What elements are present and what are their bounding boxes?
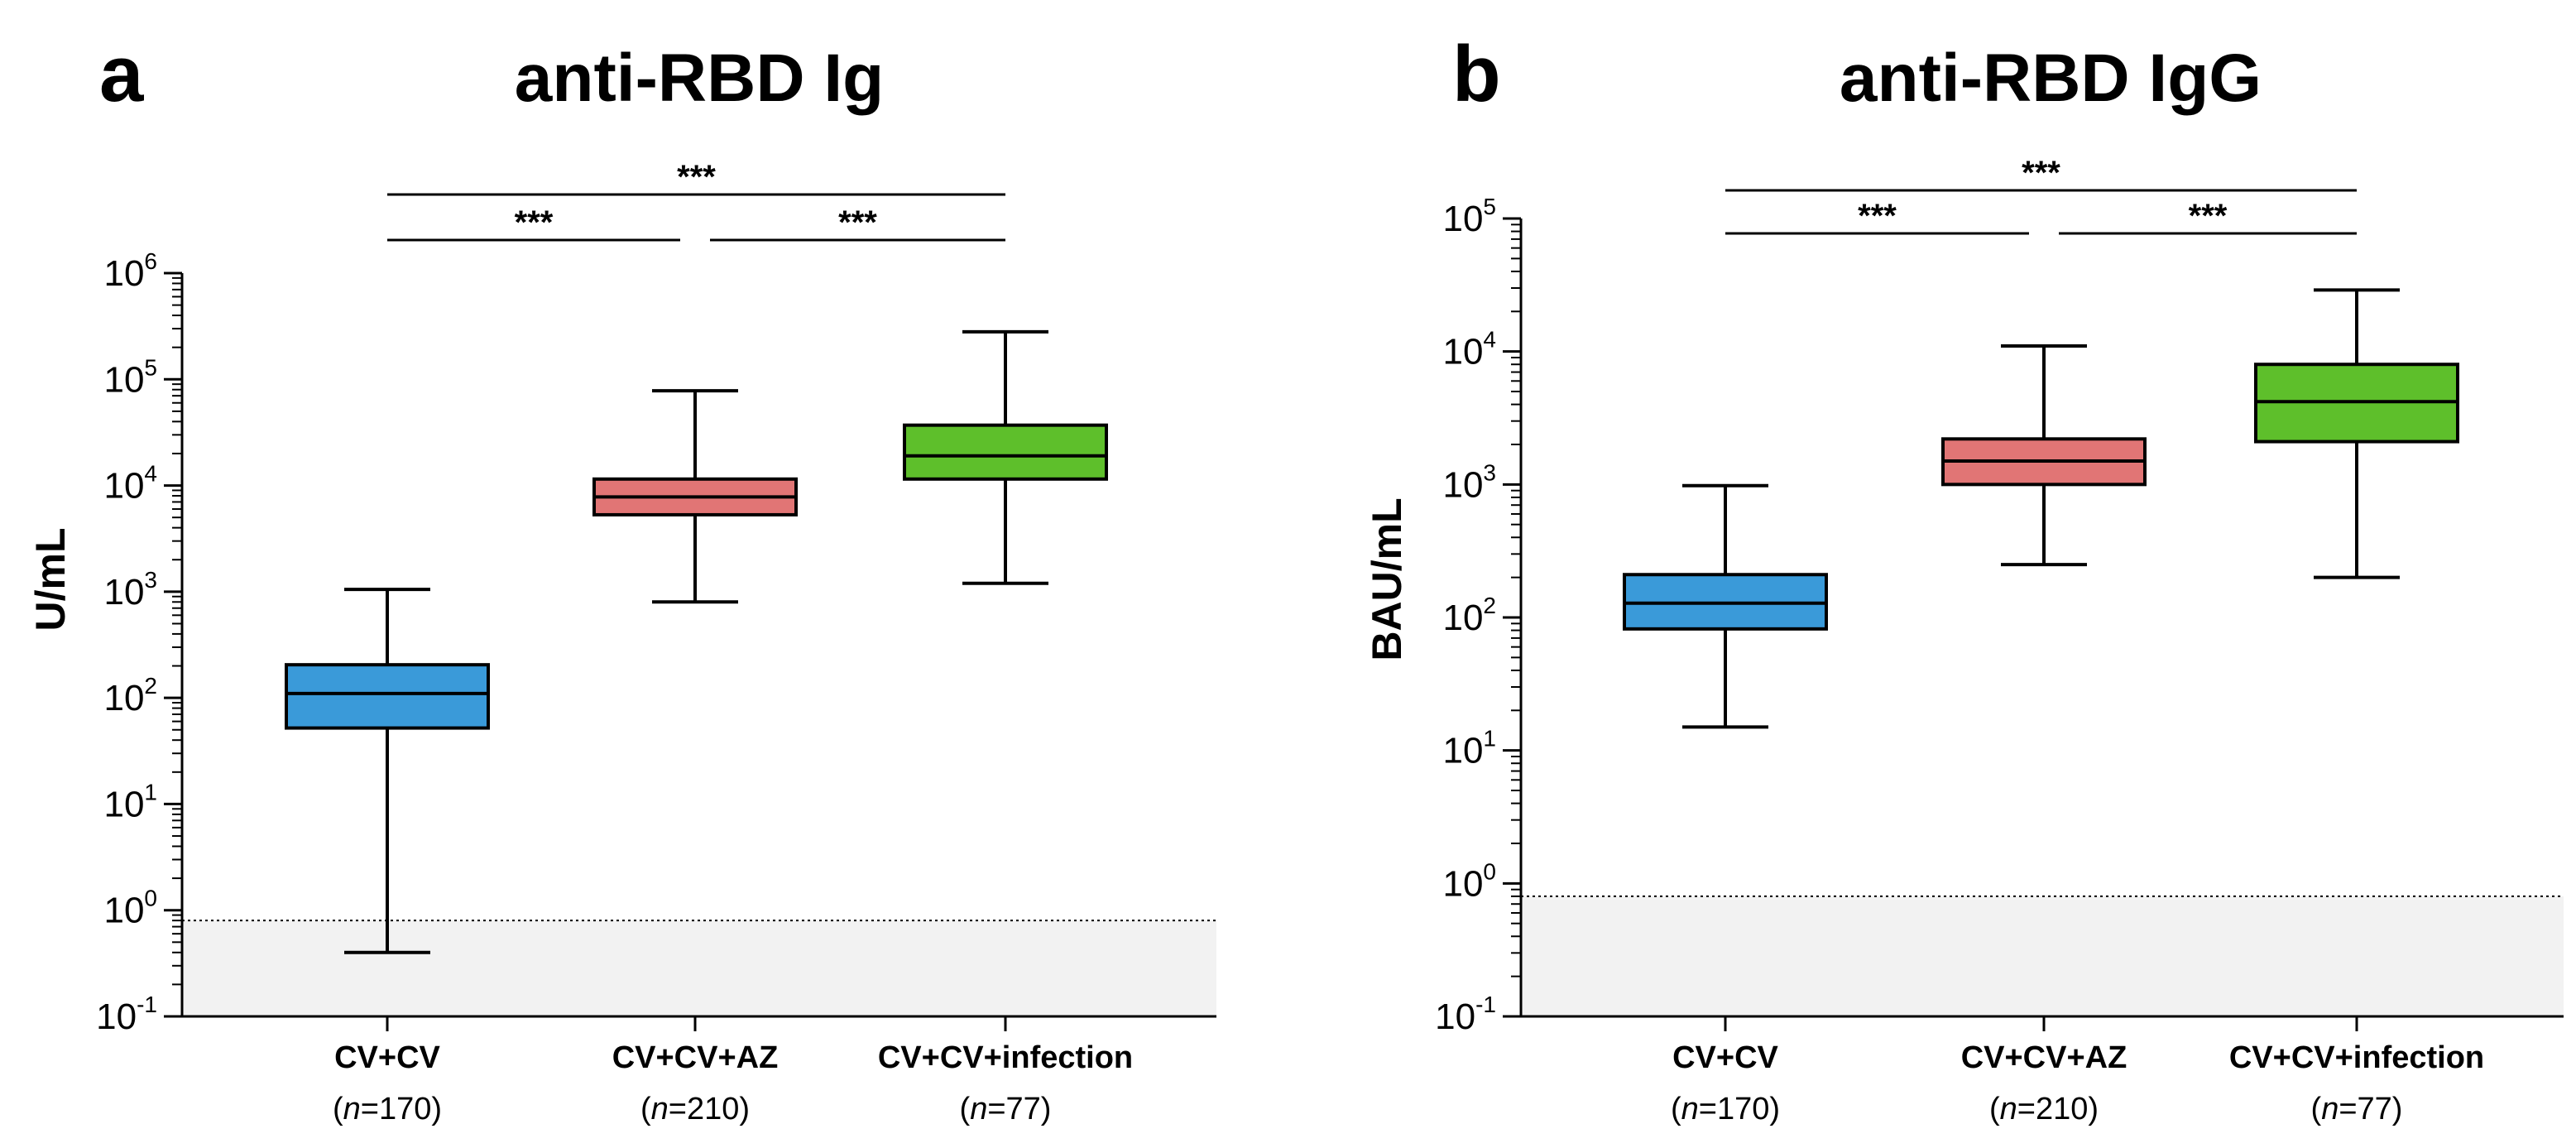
panel-b: b anti-RBD IgG BAU/mL 10-110010110210310… [1364, 30, 2564, 1126]
y-tick-label: 102 [1442, 593, 1496, 638]
significance-label-0: *** [515, 204, 554, 241]
y-tick-label: 105 [103, 354, 157, 400]
y-tick-label: 104 [103, 461, 157, 507]
chart-title-a: anti-RBD Ig [515, 41, 884, 116]
sample-size-label-1: (n=210) [1989, 1092, 2099, 1126]
sample-size-label-0: (n=170) [333, 1092, 442, 1126]
significance-label-2: *** [677, 159, 716, 195]
panel-a: a anti-RBD Ig U/mL 10-110010110210310410… [27, 30, 1216, 1126]
sample-size-label-0: (n=170) [1671, 1092, 1780, 1126]
y-tick-label: 100 [103, 886, 157, 931]
significance-label-0: *** [1858, 198, 1897, 234]
y-axis-label-b: BAU/mL [1364, 497, 1410, 660]
category-label-2: CV+CV+infection [878, 1040, 1133, 1075]
y-tick-label: 101 [1442, 726, 1496, 771]
sample-size-label-2: (n=77) [2311, 1092, 2403, 1126]
y-tick-label: 103 [1442, 459, 1496, 505]
plot-area-b: 10-1 100 101 102 103 104 105 CV+CV (n=170) CV+CV+… [1435, 155, 2564, 1126]
y-tick-label: 10-1 [96, 992, 157, 1037]
category-label-1: CV+CV+AZ [612, 1040, 779, 1075]
y-tick-label: 101 [103, 779, 157, 824]
below-threshold-region [1521, 896, 2564, 1016]
y-tick-label: 10-1 [1435, 992, 1496, 1037]
y-tick-label: 105 [1442, 194, 1496, 239]
below-threshold-region [182, 920, 1216, 1016]
y-tick-label: 103 [103, 567, 157, 612]
y-axis-label-a: U/mL [27, 528, 74, 632]
chart-title-b: anti-RBD IgG [1840, 41, 2262, 116]
sample-size-label-1: (n=210) [640, 1092, 750, 1126]
y-tick-label: 104 [1442, 327, 1496, 372]
y-tick-label: 102 [103, 673, 157, 718]
category-label-2: CV+CV+infection [2229, 1040, 2484, 1075]
sample-size-label-2: (n=77) [960, 1092, 1052, 1126]
category-label-1: CV+CV+AZ [1961, 1040, 2127, 1075]
panel-letter-a: a [99, 30, 144, 118]
significance-label-2: *** [2022, 155, 2060, 191]
category-label-0: CV+CV [334, 1040, 440, 1075]
panel-letter-b: b [1452, 30, 1501, 118]
box-2 [903, 423, 1108, 481]
category-label-0: CV+CV [1672, 1040, 1778, 1075]
plot-area-a: 10-1 100 101 102 103 104 105 106 CV+CV (n=170) CV+… [96, 159, 1216, 1126]
significance-label-1: *** [2189, 198, 2228, 234]
y-tick-label: 106 [103, 248, 157, 294]
significance-label-1: *** [838, 204, 877, 241]
box-0 [285, 663, 490, 730]
y-tick-label: 100 [1442, 858, 1496, 904]
